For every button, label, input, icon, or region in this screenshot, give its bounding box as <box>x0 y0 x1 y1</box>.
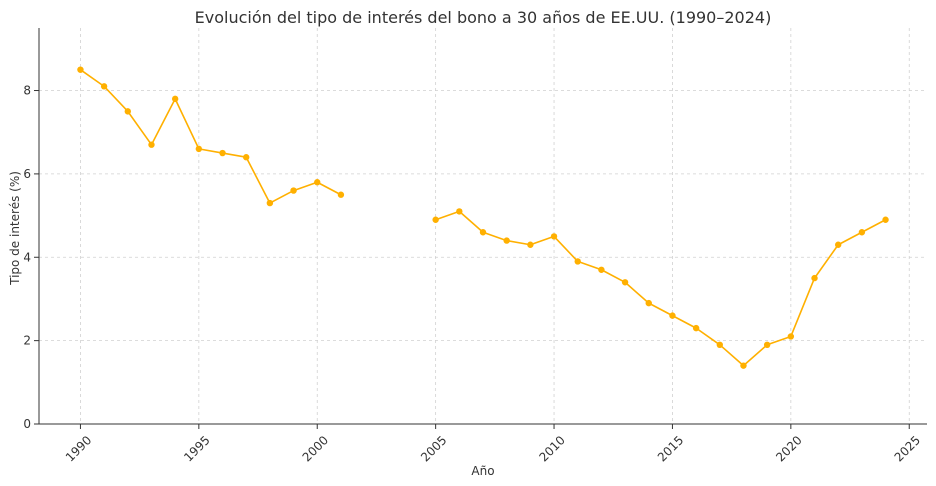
data-point <box>171 95 179 103</box>
data-point <box>314 179 321 186</box>
data-point <box>432 216 439 223</box>
data-point <box>763 341 771 348</box>
y-tick-label: 2 <box>23 334 31 348</box>
data-point <box>621 279 629 286</box>
x-tick-label: 1990 <box>63 433 94 464</box>
y-tick-label: 6 <box>23 167 31 181</box>
x-tick-label: 1995 <box>181 433 212 464</box>
x-axis-label: Año <box>471 464 494 478</box>
data-point <box>645 299 652 307</box>
data-point <box>669 312 676 319</box>
data-point <box>266 199 274 207</box>
data-point <box>77 66 84 73</box>
series-layer <box>77 66 889 369</box>
data-point <box>598 266 605 273</box>
x-tick-label: 2025 <box>892 433 923 464</box>
data-point <box>219 149 226 157</box>
data-point <box>479 229 487 236</box>
x-tick-label: 2005 <box>418 433 449 464</box>
x-tick-label: 2010 <box>536 433 567 464</box>
data-point <box>740 362 747 369</box>
data-point <box>858 229 866 236</box>
data-point <box>503 237 510 244</box>
series-line <box>79 69 342 204</box>
axes: 1990 1995 2000 2005 2010 2015 2020 2025 0 2 4 6 8 <box>23 28 927 465</box>
grid <box>39 28 927 425</box>
data-point <box>290 187 297 194</box>
data-point <box>835 241 842 248</box>
data-point <box>100 83 108 90</box>
y-tick-label: 4 <box>23 250 31 264</box>
data-point <box>787 333 795 340</box>
data-point <box>243 154 250 161</box>
data-point <box>124 108 131 115</box>
x-tick-label: 2020 <box>773 433 804 464</box>
data-point <box>527 241 534 248</box>
x-tick-label: 2015 <box>655 433 686 464</box>
y-tick-label: 0 <box>23 417 31 431</box>
data-point <box>148 141 155 148</box>
data-point <box>337 191 345 198</box>
data-point <box>692 324 700 332</box>
y-tick-label: 8 <box>23 84 31 98</box>
y-axis-label: Tipo de interés (%) <box>8 171 22 286</box>
x-tick-label: 2000 <box>300 433 331 464</box>
data-point <box>195 145 203 153</box>
data-point <box>882 216 889 223</box>
series-line <box>435 210 886 367</box>
chart-title: Evolución del tipo de interés del bono a… <box>195 8 772 27</box>
data-point <box>456 208 463 215</box>
data-point <box>716 341 723 348</box>
data-point <box>550 233 558 240</box>
data-point <box>811 274 818 282</box>
data-point <box>574 258 581 265</box>
